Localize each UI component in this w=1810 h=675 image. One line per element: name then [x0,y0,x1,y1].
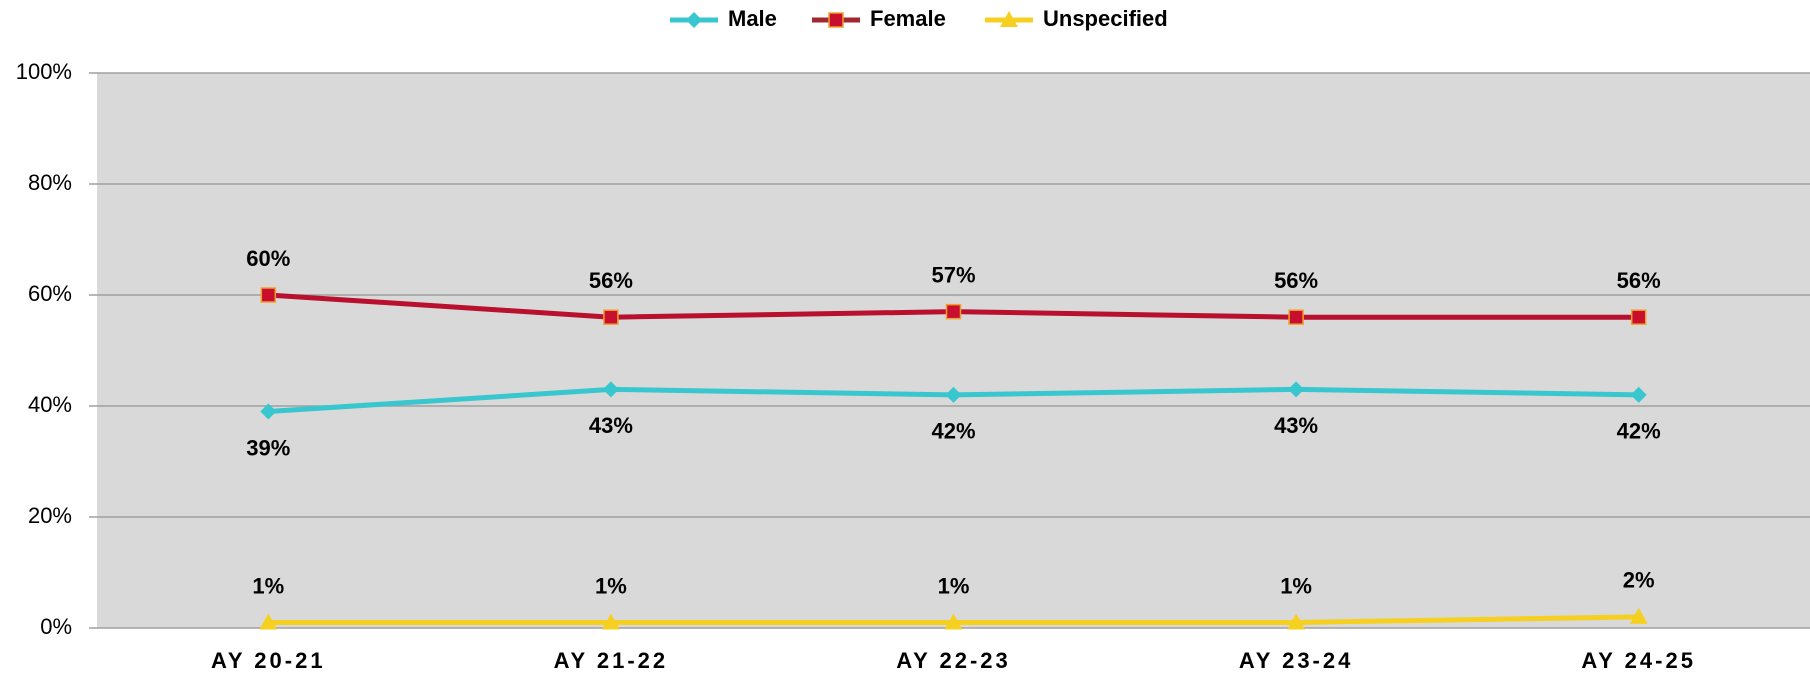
marker [1629,607,1648,624]
x-tick-label: AY 22-23 [896,648,1011,673]
marker [1000,11,1018,27]
marker [602,381,619,398]
data-label: 42% [931,419,975,444]
y-tick-label: 40% [28,392,72,417]
y-tick-label: 0% [40,614,72,639]
marker [686,12,702,28]
legend-label: Female [870,6,946,31]
marker [259,613,278,630]
x-tick-label: AY 24-25 [1581,648,1696,673]
marker [260,287,277,303]
y-tick-label: 60% [28,281,72,306]
x-tick-label: AY 23-24 [1239,648,1354,673]
marker [1288,381,1305,398]
data-label: 1% [938,573,970,598]
data-label: 42% [1617,419,1661,444]
y-tick-label: 80% [28,170,72,195]
plot-area [97,73,1810,628]
marker [1288,309,1304,325]
y-tick-label: 20% [28,503,72,528]
x-tick-label: AY 20-21 [211,648,326,673]
marker [601,613,620,630]
data-label: 1% [1280,573,1312,598]
marker [944,613,963,630]
data-label: 56% [1274,268,1318,293]
data-label: 1% [595,573,627,598]
marker [603,309,619,325]
marker [1630,386,1647,403]
marker [1287,613,1306,630]
marker [945,386,962,403]
marker [945,303,962,320]
x-tick-label: AY 21-22 [554,648,669,673]
marker [828,12,844,28]
data-label: 2% [1623,568,1655,593]
data-label: 56% [1617,268,1661,293]
data-label: 39% [246,435,290,460]
marker [1630,309,1647,325]
y-tick-label: 100% [16,59,72,84]
data-label: 43% [1274,413,1318,438]
data-label: 43% [589,413,633,438]
data-label: 60% [246,246,290,271]
legend-label: Unspecified [1043,6,1168,31]
data-label: 1% [252,573,284,598]
legend-label: Male [728,6,777,31]
data-label: 56% [589,268,633,293]
data-label: 57% [931,262,975,287]
marker [260,403,277,420]
